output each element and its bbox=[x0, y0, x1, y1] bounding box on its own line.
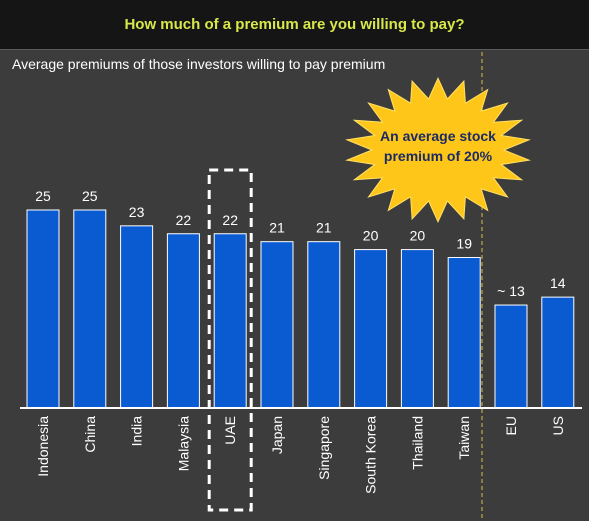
bar-us bbox=[541, 296, 575, 409]
category-label-uae: UAE bbox=[222, 416, 238, 445]
category-label-singapore: Singapore bbox=[316, 416, 332, 480]
value-label-india: 23 bbox=[129, 204, 145, 220]
chart-subtitle: Average premiums of those investors will… bbox=[12, 56, 386, 72]
bar-thailand bbox=[400, 249, 434, 409]
bars-group: 25 Indonesia 25 China 23 India 22 Malaysia 22 UAE… bbox=[26, 188, 575, 494]
value-label-eu: ~ 13 bbox=[497, 283, 525, 299]
bar-eu bbox=[494, 304, 528, 409]
value-label-uae: 22 bbox=[222, 212, 238, 228]
category-label-indonesia: Indonesia bbox=[35, 416, 51, 477]
annotation-line-2: premium of 20% bbox=[384, 148, 493, 164]
value-label-taiwan: 19 bbox=[456, 236, 472, 252]
bar-taiwan bbox=[447, 257, 481, 409]
category-label-us: US bbox=[550, 416, 566, 435]
value-label-singapore: 21 bbox=[316, 220, 332, 236]
value-label-thailand: 20 bbox=[410, 228, 426, 244]
bar-japan bbox=[260, 241, 294, 409]
category-label-eu: EU bbox=[503, 416, 519, 435]
value-label-japan: 21 bbox=[269, 220, 285, 236]
bar-china bbox=[73, 209, 107, 409]
category-label-thailand: Thailand bbox=[409, 416, 425, 470]
bar-indonesia bbox=[26, 209, 60, 409]
category-label-south-korea: South Korea bbox=[363, 416, 379, 494]
value-label-indonesia: 25 bbox=[35, 188, 51, 204]
bar-malaysia bbox=[166, 233, 200, 409]
value-label-malaysia: 22 bbox=[176, 212, 192, 228]
category-label-japan: Japan bbox=[269, 416, 285, 454]
value-label-south-korea: 20 bbox=[363, 228, 379, 244]
category-label-taiwan: Taiwan bbox=[456, 416, 472, 460]
page-title: How much of a premium are you willing to… bbox=[0, 0, 589, 50]
annotation-line-1: An average stock bbox=[380, 128, 496, 144]
value-label-china: 25 bbox=[82, 188, 98, 204]
uae-highlight-box bbox=[207, 168, 253, 512]
annotation-starburst: An average stock premium of 20% bbox=[345, 76, 531, 224]
starburst-shape bbox=[345, 76, 531, 224]
bar-south-korea bbox=[354, 249, 388, 409]
bar-uae bbox=[213, 233, 247, 409]
bar-singapore bbox=[307, 241, 341, 409]
category-label-malaysia: Malaysia bbox=[175, 416, 191, 471]
category-label-india: India bbox=[129, 416, 145, 447]
category-label-china: China bbox=[82, 416, 98, 453]
bar-india bbox=[120, 225, 154, 409]
value-label-us: 14 bbox=[550, 275, 566, 291]
